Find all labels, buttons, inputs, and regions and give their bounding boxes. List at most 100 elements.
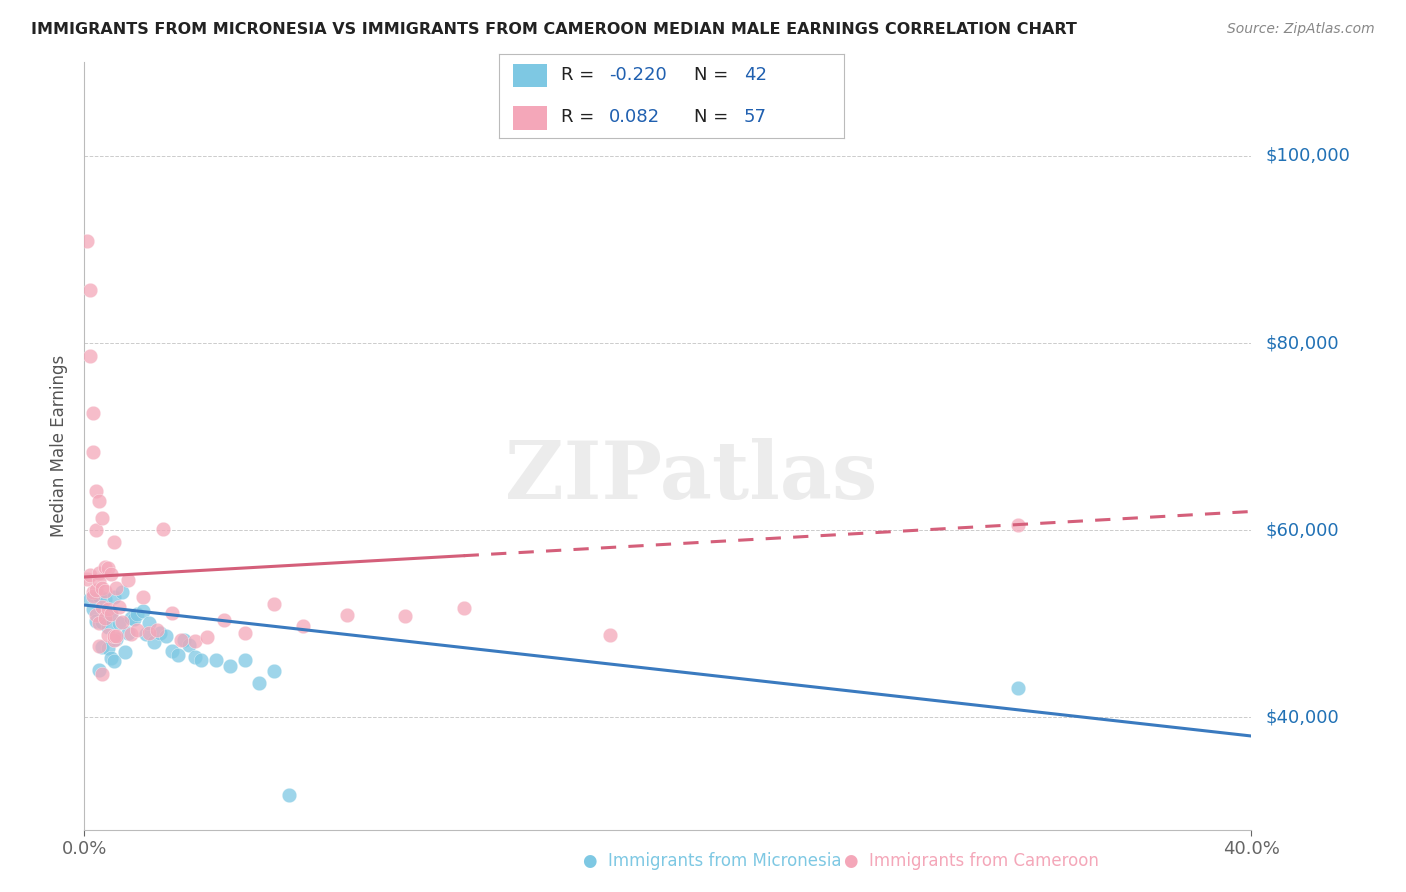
Text: ●  Immigrants from Cameroon: ● Immigrants from Cameroon: [844, 852, 1098, 870]
FancyBboxPatch shape: [513, 106, 547, 130]
Point: [190, 653, 212, 667]
Point: [84, 484, 107, 499]
Text: ZIPatlas: ZIPatlas: [505, 438, 877, 516]
Point: [233, 653, 256, 667]
Point: [79, 567, 101, 582]
Text: R =: R =: [561, 109, 600, 127]
Point: [103, 590, 125, 604]
Point: [100, 607, 122, 621]
Text: $100,000: $100,000: [1265, 147, 1350, 165]
Text: -0.220: -0.220: [609, 66, 666, 84]
Point: [169, 632, 191, 647]
Point: [195, 630, 218, 644]
Point: [82, 585, 104, 599]
Point: [97, 620, 120, 634]
Point: [184, 634, 207, 648]
Point: [100, 651, 122, 665]
Point: [97, 641, 120, 656]
Point: [263, 664, 285, 678]
Point: [105, 632, 128, 647]
Point: [97, 561, 120, 575]
Point: [105, 581, 128, 595]
Point: [152, 522, 174, 536]
Point: [122, 612, 145, 626]
Point: [184, 650, 207, 665]
Point: [100, 607, 122, 621]
Point: [103, 654, 125, 668]
Text: N =: N =: [693, 66, 734, 84]
Point: [160, 643, 183, 657]
Point: [94, 560, 117, 574]
Point: [94, 612, 117, 626]
Point: [132, 604, 155, 618]
Point: [87, 639, 110, 653]
Point: [138, 625, 160, 640]
Point: [117, 574, 139, 588]
Point: [100, 566, 122, 581]
Point: [233, 626, 256, 640]
Point: [82, 445, 104, 459]
Point: [90, 667, 112, 681]
Point: [108, 599, 131, 614]
Point: [79, 284, 101, 298]
Point: [143, 634, 166, 648]
Text: $80,000: $80,000: [1265, 334, 1339, 352]
Point: [79, 592, 101, 607]
Point: [97, 628, 120, 642]
Point: [90, 582, 112, 596]
Point: [111, 585, 134, 599]
Y-axis label: Median Male Earnings: Median Male Earnings: [51, 355, 69, 537]
Point: [87, 663, 110, 677]
Point: [87, 494, 110, 508]
Point: [336, 608, 359, 623]
Point: [394, 609, 416, 624]
Text: R =: R =: [561, 66, 600, 84]
Point: [263, 597, 285, 611]
Point: [90, 615, 112, 629]
Point: [125, 607, 148, 621]
Point: [103, 535, 125, 549]
Point: [249, 676, 271, 690]
Text: 42: 42: [744, 66, 766, 84]
Point: [90, 640, 112, 654]
Point: [292, 618, 315, 632]
Point: [138, 615, 160, 630]
Point: [82, 406, 104, 420]
Point: [453, 601, 475, 615]
Point: [84, 582, 107, 597]
Point: [1007, 681, 1029, 695]
Point: [173, 632, 195, 647]
Point: [214, 613, 236, 627]
Point: [87, 589, 110, 603]
Point: [94, 583, 117, 598]
Point: [1007, 517, 1029, 532]
Point: [111, 615, 134, 630]
Text: 57: 57: [744, 109, 766, 127]
Point: [599, 628, 621, 642]
Text: N =: N =: [693, 109, 734, 127]
Point: [125, 623, 148, 637]
Point: [160, 606, 183, 620]
Point: [219, 659, 242, 673]
Point: [87, 566, 110, 581]
Text: Source: ZipAtlas.com: Source: ZipAtlas.com: [1227, 22, 1375, 37]
Point: [90, 600, 112, 615]
Point: [90, 511, 112, 525]
Point: [84, 614, 107, 628]
Point: [277, 789, 299, 803]
Point: [135, 626, 157, 640]
Point: [97, 602, 120, 616]
Point: [82, 602, 104, 616]
Point: [105, 629, 128, 643]
Text: IMMIGRANTS FROM MICRONESIA VS IMMIGRANTS FROM CAMEROON MEDIAN MALE EARNINGS CORR: IMMIGRANTS FROM MICRONESIA VS IMMIGRANTS…: [31, 22, 1077, 37]
Point: [84, 523, 107, 537]
Point: [82, 589, 104, 603]
Point: [103, 629, 125, 643]
Point: [76, 235, 98, 249]
Point: [94, 611, 117, 625]
Point: [120, 627, 142, 641]
Point: [166, 648, 188, 662]
Text: 0.082: 0.082: [609, 109, 661, 127]
Point: [117, 626, 139, 640]
Point: [132, 590, 155, 604]
